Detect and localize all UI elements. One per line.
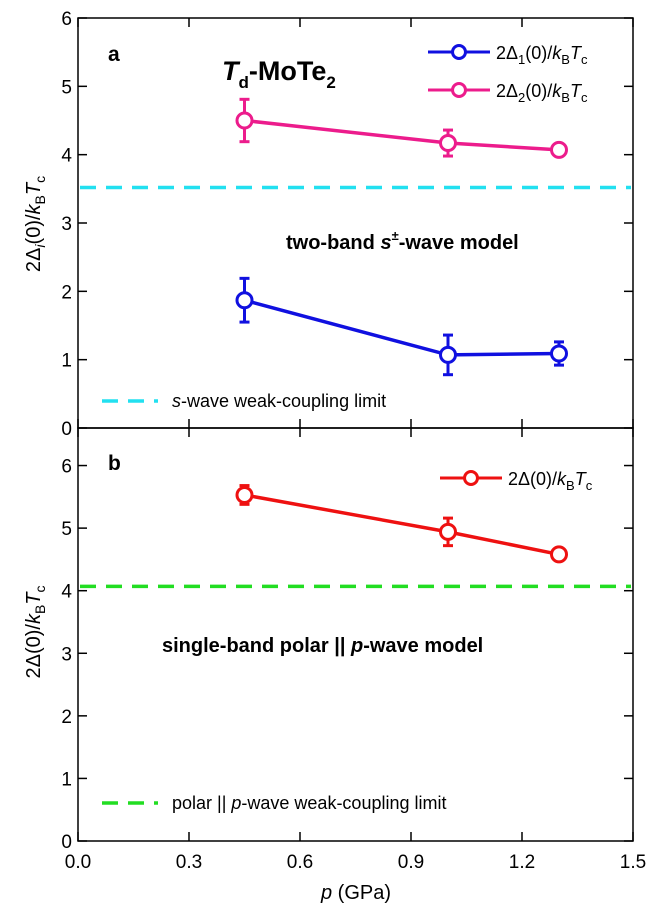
legend-marker-delta2	[451, 82, 467, 98]
x-tick-label: 0.0	[65, 852, 91, 873]
panel-a-label: a	[108, 43, 120, 66]
panel-a-series-0-line	[244, 298, 560, 357]
panel-b-series-0-point	[550, 545, 568, 564]
panel-b-legend: 2Δ(0)/kBTc polar || p-wave weak-coupling…	[102, 469, 593, 813]
panel-a-series-0-point	[439, 345, 457, 364]
panel-a-legend: 2Δ1(0)/kBTc 2Δ2(0)/kBTc s-wave weak-coup…	[102, 43, 588, 411]
x-tick-label: 0.9	[398, 852, 424, 873]
legend-label-p-wave-limit: polar || p-wave weak-coupling limit	[172, 793, 446, 813]
legend-label-delta1: 2Δ1(0)/kBTc	[496, 43, 588, 67]
panel-a-y-tick-label: 2	[61, 282, 72, 303]
panel-b-y-tick-label: 2	[61, 707, 72, 728]
panel-b-frame	[77, 427, 634, 842]
x-tick-label: 1.2	[509, 852, 535, 873]
panel-a-y-tick-label: 6	[61, 9, 72, 30]
panel-a-y-axis-label: 2Δi(0)/kBTc	[23, 176, 48, 272]
x-tick-label: 0.6	[287, 852, 313, 873]
panel-a-series-1-line	[244, 118, 560, 152]
panel-b-series-0-line	[244, 493, 560, 557]
panel-a-y-tick-label: 0	[61, 419, 72, 440]
material-title: Td-MoTe2	[222, 56, 336, 92]
legend-marker-delta	[463, 470, 479, 486]
panel-b-y-tick-label: 4	[61, 582, 72, 603]
panel-b-y-tick-label: 1	[61, 769, 72, 790]
panel-a-y-tick-label: 3	[61, 214, 72, 235]
legend-label-delta2: 2Δ2(0)/kBTc	[496, 81, 588, 105]
panel-a-model-text: two-band s±-wave model	[286, 228, 519, 254]
panel-a-y-tick-label: 5	[61, 77, 72, 98]
panel-b-label: b	[108, 452, 121, 475]
panel-b-series-0-point	[439, 522, 457, 541]
x-tick-label: 0.3	[176, 852, 202, 873]
panel-b-y-axis-label: 2Δ(0)/kBTc	[23, 585, 48, 678]
panel-b-y-tick-label: 6	[61, 457, 72, 478]
panel-b-model-text: single-band polar || p-wave model	[162, 635, 483, 657]
x-tick-label: 1.5	[620, 852, 646, 873]
panel-b-data-layer	[235, 484, 568, 564]
legend-label-delta: 2Δ(0)/kBTc	[508, 469, 593, 493]
x-axis-label: p (GPa)	[320, 882, 391, 904]
panel-b-y-tick-label: 3	[61, 644, 72, 665]
panel-a-series-1-point	[439, 134, 457, 153]
legend-label-s-wave-limit: s-wave weak-coupling limit	[172, 391, 386, 411]
panel-a-series-1-point	[550, 140, 568, 159]
panel-a-y-tick-label: 4	[61, 146, 72, 167]
panel-a-y-tick-label: 1	[61, 351, 72, 372]
panel-b-y-tick-label: 0	[61, 832, 72, 853]
panel-a-series-1-point	[235, 111, 254, 130]
panel-b-y-tick-label: 5	[61, 519, 72, 540]
panel-a-data-layer	[235, 97, 568, 377]
axis-ticks: 0 1 2 3 4 5 6 0 1 2 3 4 5 6 0.0 0.3 0.6 0.9 1.2 1.5	[61, 9, 646, 873]
panel-a-frame	[77, 17, 634, 429]
panel-a-series-0-point	[235, 291, 254, 310]
panel-b-series-0-point	[235, 485, 254, 504]
legend-marker-delta1	[451, 44, 467, 60]
panel-a-series-0-point	[550, 344, 568, 363]
